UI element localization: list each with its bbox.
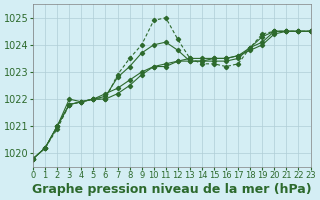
X-axis label: Graphe pression niveau de la mer (hPa): Graphe pression niveau de la mer (hPa): [32, 183, 312, 196]
